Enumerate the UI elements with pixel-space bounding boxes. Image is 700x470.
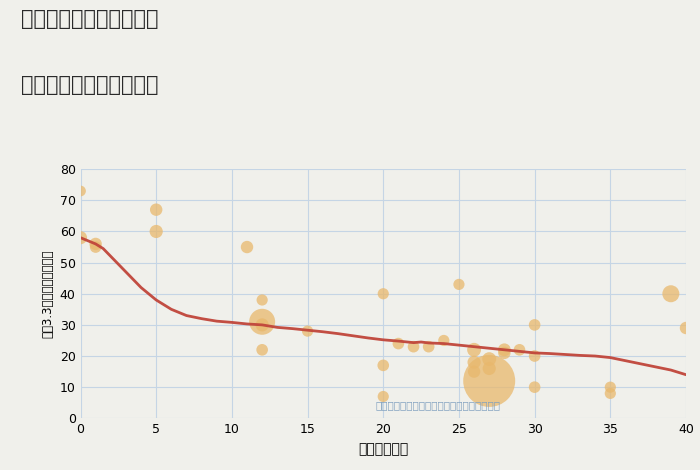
Point bbox=[302, 327, 313, 335]
Point bbox=[150, 206, 162, 213]
Point bbox=[529, 352, 540, 360]
Point bbox=[256, 318, 267, 326]
Text: 円の大きさは、取引のあった物件面積を示す: 円の大きさは、取引のあった物件面積を示す bbox=[376, 400, 500, 410]
Point bbox=[423, 343, 434, 351]
Point bbox=[75, 234, 86, 242]
Point bbox=[529, 321, 540, 329]
Point bbox=[75, 187, 86, 195]
Point bbox=[484, 377, 495, 384]
Point bbox=[665, 290, 676, 298]
Point bbox=[378, 361, 389, 369]
Point bbox=[468, 359, 480, 366]
Point bbox=[605, 390, 616, 397]
Point bbox=[378, 290, 389, 298]
Point bbox=[605, 384, 616, 391]
Point bbox=[484, 365, 495, 372]
Point bbox=[438, 337, 449, 344]
Point bbox=[468, 346, 480, 353]
Point bbox=[393, 340, 404, 347]
Point bbox=[680, 324, 692, 332]
X-axis label: 築年数（年）: 築年数（年） bbox=[358, 442, 408, 456]
Y-axis label: 坪（3.3㎡）単価（万円）: 坪（3.3㎡）単価（万円） bbox=[41, 250, 54, 338]
Point bbox=[484, 355, 495, 363]
Text: 築年数別中古戸建て価格: 築年数別中古戸建て価格 bbox=[21, 75, 158, 95]
Point bbox=[256, 296, 267, 304]
Point bbox=[498, 349, 510, 357]
Point bbox=[378, 393, 389, 400]
Point bbox=[468, 368, 480, 376]
Point bbox=[514, 346, 525, 353]
Point bbox=[256, 346, 267, 353]
Point bbox=[90, 243, 101, 251]
Point bbox=[529, 384, 540, 391]
Point bbox=[454, 281, 465, 288]
Point bbox=[498, 346, 510, 353]
Text: 三重県松阪市西肥留町の: 三重県松阪市西肥留町の bbox=[21, 9, 158, 30]
Point bbox=[241, 243, 253, 251]
Point bbox=[150, 227, 162, 235]
Point bbox=[90, 240, 101, 248]
Point bbox=[408, 343, 419, 351]
Point bbox=[256, 321, 267, 329]
